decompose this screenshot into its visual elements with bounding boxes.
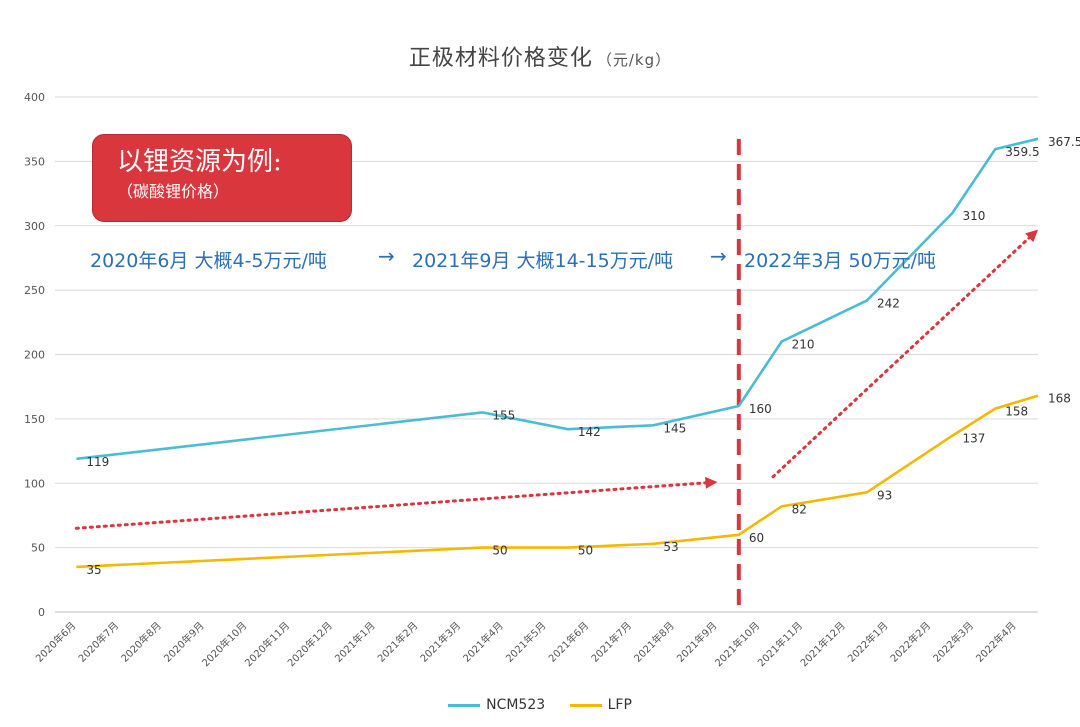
x-tick-label: 2021年6月 <box>546 619 592 665</box>
chart-title-text: 正极材料价格变化 <box>408 46 593 71</box>
data-label: 210 <box>792 338 815 352</box>
data-label: 50 <box>492 544 507 558</box>
trend-arrow-line <box>771 228 1040 479</box>
chart-unit: （元/kg） <box>596 51 672 69</box>
x-tick-label: 2021年12月 <box>797 619 847 669</box>
x-tick-label: 2021年1月 <box>332 619 378 665</box>
price-note-2022: 2022年3月 50万元/吨 <box>744 250 937 272</box>
trend-arrow-head <box>705 476 718 489</box>
x-tick-label: 2021年9月 <box>674 619 720 665</box>
y-tick-label: 200 <box>24 349 45 362</box>
data-label: 160 <box>749 402 772 416</box>
series-line-ncm523 <box>76 137 1039 461</box>
chart-legend: NCM523 LFP <box>0 697 1080 713</box>
x-tick-label: 2021年11月 <box>755 619 805 669</box>
y-tick-label: 100 <box>24 477 45 490</box>
legend-item-lfp: LFP <box>569 697 632 713</box>
price-note-2020: 2020年6月 大概4-5万元/吨 <box>90 250 327 272</box>
x-tick-label: 2021年7月 <box>588 619 634 665</box>
data-label: 242 <box>877 296 900 310</box>
y-tick-label: 400 <box>24 91 45 104</box>
y-tick-label: 150 <box>24 413 45 426</box>
legend-swatch-ncm523 <box>448 703 481 707</box>
y-tick-label: 0 <box>38 606 45 619</box>
data-label: 119 <box>86 455 109 469</box>
x-tick-label: 2022年2月 <box>887 619 933 665</box>
data-label: 53 <box>663 540 678 554</box>
arrow-right-icon: → <box>378 244 395 268</box>
y-tick-label: 350 <box>24 155 45 168</box>
x-tick-label: 2021年5月 <box>503 619 549 665</box>
data-label: 168 <box>1048 392 1071 406</box>
price-note-2021: 2021年9月 大概14-15万元/吨 <box>412 250 674 272</box>
legend-swatch-lfp <box>569 703 602 707</box>
data-label: 155 <box>492 408 515 422</box>
x-tick-label: 2022年4月 <box>973 619 1019 665</box>
x-tick-label: 2022年3月 <box>930 619 976 665</box>
callout-subtitle: （碳酸锂价格） <box>117 182 230 201</box>
x-tick-label: 2020年7月 <box>75 619 121 665</box>
x-tick-label: 2020年6月 <box>33 619 79 665</box>
callout-title: 以锂资源为例: <box>117 147 282 177</box>
data-label: 35 <box>86 563 101 577</box>
data-label: 310 <box>963 209 986 223</box>
x-tick-label: 2021年4月 <box>460 619 506 665</box>
trend-arrow-head <box>1025 229 1038 243</box>
data-label: 50 <box>578 544 593 558</box>
data-label: 82 <box>792 502 807 516</box>
data-label: 142 <box>578 425 601 439</box>
series-line-lfp <box>76 394 1039 569</box>
chart-title: 正极材料价格变化 （元/kg） <box>0 40 1080 72</box>
x-tick-label: 2021年2月 <box>375 619 421 665</box>
data-label: 158 <box>1005 405 1028 419</box>
x-tick-label: 2020年11月 <box>242 619 292 669</box>
data-label: 367.5 <box>1048 135 1080 149</box>
legend-label-lfp: LFP <box>607 697 632 713</box>
y-tick-label: 50 <box>31 542 45 555</box>
legend-label-ncm523: NCM523 <box>486 697 546 713</box>
x-tick-label: 2020年8月 <box>118 619 164 665</box>
x-tick-label: 2020年12月 <box>285 619 335 669</box>
y-tick-label: 250 <box>24 284 45 297</box>
data-label: 93 <box>877 488 892 502</box>
data-label: 359.5 <box>1005 145 1039 159</box>
x-tick-label: 2021年3月 <box>417 619 463 665</box>
x-tick-label: 2021年8月 <box>631 619 677 665</box>
data-label: 145 <box>663 421 686 435</box>
data-label: 60 <box>749 531 764 545</box>
arrow-right-icon: → <box>710 244 727 268</box>
x-tick-label: 2022年1月 <box>845 619 891 665</box>
x-tick-label: 2020年10月 <box>199 619 249 669</box>
legend-item-ncm523: NCM523 <box>448 697 545 713</box>
x-tick-label: 2021年10月 <box>712 619 762 669</box>
trend-arrow-line <box>74 480 719 530</box>
y-tick-label: 300 <box>24 220 45 233</box>
callout-box: 以锂资源为例: （碳酸锂价格） <box>92 134 352 222</box>
x-tick-label: 2020年9月 <box>161 619 207 665</box>
data-label: 137 <box>963 432 986 446</box>
